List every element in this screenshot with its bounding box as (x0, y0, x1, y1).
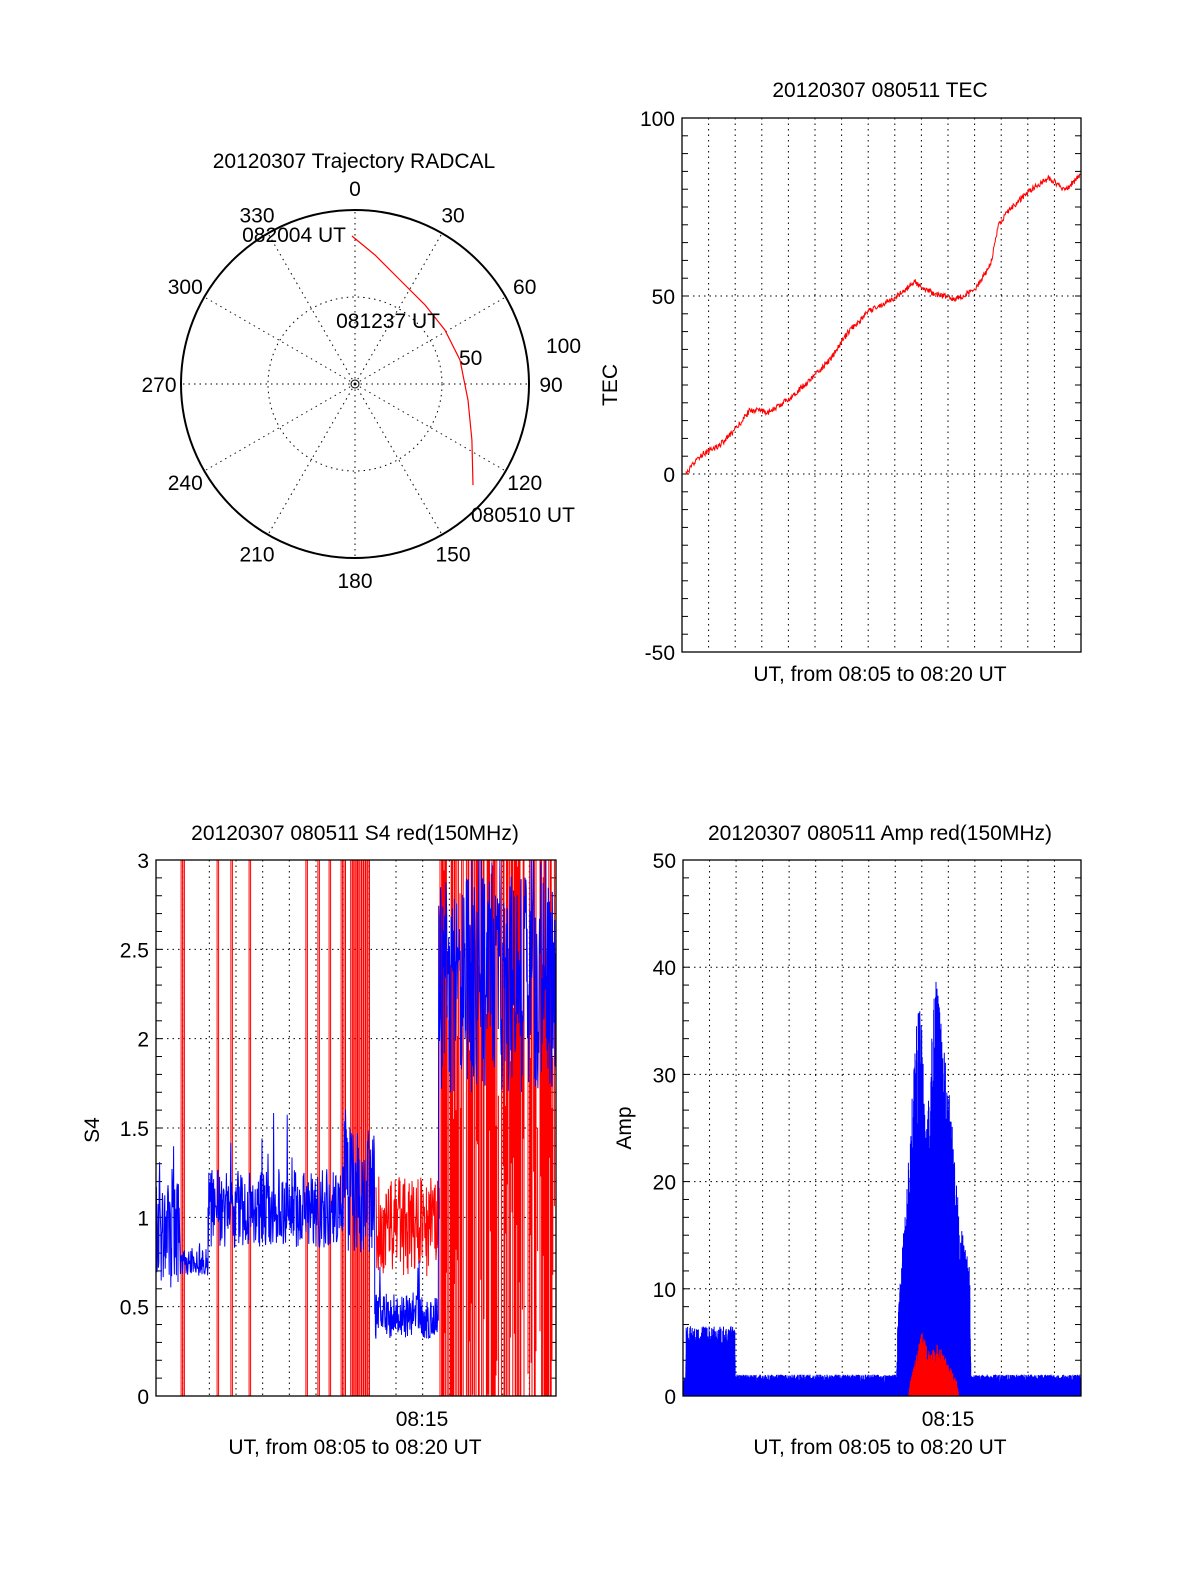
polar-angle-label: 0 (349, 178, 361, 201)
amp-axes-frame (682, 859, 1082, 1397)
radial-tick-50: 50 (459, 347, 482, 370)
trajectory-line (351, 235, 474, 486)
polar-spoke (267, 383, 356, 535)
amp-title: 20120307 080511 Amp red(150MHz) (708, 822, 1052, 845)
polar-angle-label: 270 (141, 374, 176, 397)
ytick-label: 10 (653, 1279, 676, 1302)
polar-angle-label: 180 (337, 570, 372, 593)
ytick-label: 0.5 (120, 1297, 149, 1320)
ytick-label: 1.5 (120, 1118, 149, 1141)
polar-spoke (354, 296, 506, 385)
ytick-label: 3 (137, 850, 149, 873)
polar-angle-label: 330 (239, 204, 274, 227)
radial-tick-100: 100 (546, 335, 581, 358)
amp-red-series (908, 1332, 960, 1396)
polar-spoke (267, 233, 356, 385)
tec-ytick-minus50: -50 (645, 642, 675, 665)
polar-grid (181, 210, 529, 558)
tec-ytick-50: 50 (652, 286, 675, 309)
ytick-label: 0 (664, 1386, 676, 1409)
polar-angle-label: 90 (539, 374, 562, 397)
ytick-label: 2 (137, 1029, 149, 1052)
amp-blue-series (682, 981, 1082, 1396)
annotation-081237: 081237 UT (336, 310, 440, 333)
tec-plot: 20120307 080511 TEC 100 50 0 -50 TEC UT,… (599, 79, 1082, 686)
s4-ylabel: S4 (81, 1117, 104, 1143)
polar-angle-label: 60 (513, 276, 536, 299)
polar-spoke (354, 383, 443, 535)
s4-blue-series (155, 859, 557, 1340)
ytick-label: 30 (653, 1064, 676, 1087)
polar-angle-labels: 0 30 60 90 120 150 180 210 240 270 300 330 (141, 178, 562, 593)
polar-angle-label: 150 (435, 544, 470, 567)
polar-spoke (204, 383, 356, 472)
ytick-label: 20 (653, 1172, 676, 1195)
s4-title: 20120307 080511 S4 red(150MHz) (191, 822, 519, 845)
amp-ylabel: Amp (613, 1106, 636, 1149)
amp-xtick-0815: 08:15 (922, 1408, 975, 1431)
amp-grid (683, 860, 1081, 1396)
polar-title: 20120307 Trajectory RADCAL (213, 150, 496, 173)
tec-ytick-0: 0 (663, 464, 675, 487)
tec-xlabel: UT, from 08:05 to 08:20 UT (753, 663, 1006, 686)
amp-xlabel: UT, from 08:05 to 08:20 UT (753, 1436, 1006, 1459)
polar-outer-circle (180, 209, 530, 559)
ytick-label: 50 (653, 850, 676, 873)
annotation-080510: 080510 UT (471, 504, 575, 527)
ytick-label: 2.5 (120, 939, 149, 962)
tec-grid (682, 118, 1081, 652)
tec-axes-frame (681, 117, 1082, 653)
tec-title: 20120307 080511 TEC (772, 79, 987, 102)
polar-spoke (354, 383, 506, 472)
polar-trajectory-plot: 20120307 Trajectory RADCAL 0 30 60 90 120 150… (141, 150, 581, 593)
polar-angle-label: 300 (168, 276, 203, 299)
s4-plot: 20120307 080511 S4 red(150MHz) 0 0.5 1 1.5 2… (81, 822, 557, 1459)
s4-red-series (180, 860, 557, 1396)
tec-ylabel: TEC (599, 364, 622, 406)
polar-angle-label: 30 (441, 204, 464, 227)
polar-angle-label: 210 (239, 544, 274, 567)
ytick-label: 40 (653, 957, 676, 980)
ytick-label: 0 (137, 1386, 149, 1409)
ytick-label: 1 (137, 1207, 149, 1230)
tec-ytick-100: 100 (640, 108, 675, 131)
amp-yticks: 0 10 20 30 40 50 (653, 850, 676, 1409)
tec-series-line (685, 173, 1081, 475)
s4-xtick-0815: 08:15 (396, 1408, 449, 1431)
s4-axes-frame (155, 859, 557, 1397)
amp-plot: 20120307 080511 Amp red(150MHz) 0 10 20 30 4… (613, 822, 1082, 1459)
polar-ring-50 (267, 296, 443, 472)
s4-xlabel: UT, from 08:05 to 08:20 UT (228, 1436, 481, 1459)
annotation-082004: 082004 UT (242, 224, 346, 247)
s4-yticks: 0 0.5 1 1.5 2 2.5 3 (120, 850, 149, 1409)
polar-center (350, 379, 360, 389)
polar-spoke (354, 233, 443, 385)
polar-spoke (204, 296, 356, 385)
polar-angle-label: 240 (168, 472, 203, 495)
polar-angle-label: 120 (507, 472, 542, 495)
